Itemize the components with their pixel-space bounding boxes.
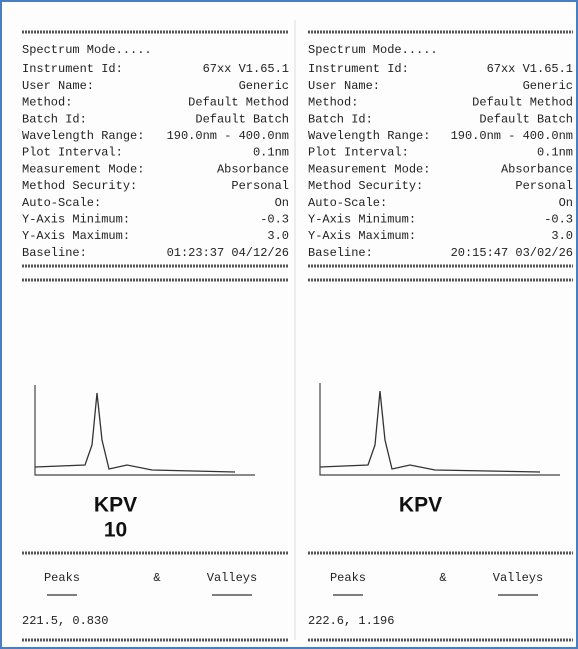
field-label: Plot Interval: xyxy=(22,146,123,160)
field-value: 0.1nm xyxy=(253,146,289,160)
field-value: 01:23:37 04/12/26 xyxy=(167,246,289,260)
sample-caption: 10 xyxy=(104,519,127,542)
field-label: Method Security: xyxy=(308,179,423,193)
field-value: 3.0 xyxy=(267,229,289,243)
peak-values: 221.5, 0.830 xyxy=(22,614,108,628)
field-value: 20:15:47 03/02/26 xyxy=(451,246,573,260)
sample-caption: KPV xyxy=(94,494,137,517)
peaks-header: & xyxy=(439,571,446,585)
field-value: -0.3 xyxy=(544,212,573,226)
field-value: On xyxy=(559,196,573,210)
field-label: Batch Id: xyxy=(22,112,87,126)
field-label: Method: xyxy=(22,96,72,110)
field-value: 190.0nm - 400.0nm xyxy=(451,129,573,143)
field-label: Wavelength Range: xyxy=(22,129,144,143)
field-value: Default Batch xyxy=(479,112,573,126)
field-label: Y-Axis Maximum: xyxy=(308,229,416,243)
peaks-header: Valleys xyxy=(207,571,257,585)
field-value: Generic xyxy=(523,79,573,93)
field-label: Instrument Id: xyxy=(308,62,409,76)
field-value: Generic xyxy=(239,79,289,93)
field-label: Plot Interval: xyxy=(308,146,409,160)
field-value: 67xx V1.65.1 xyxy=(487,62,573,76)
peak-values: 222.6, 1.196 xyxy=(308,614,394,628)
peaks-header: Peaks xyxy=(330,571,366,585)
field-label: Y-Axis Maximum: xyxy=(22,229,130,243)
field-value: Default Method xyxy=(472,96,573,110)
sample-caption: KPV xyxy=(399,494,442,517)
printout-scan: Spectrum Mode..... Instrument Id: 67xx V1.… xyxy=(0,0,578,649)
field-value: 190.0nm - 400.0nm xyxy=(167,129,289,143)
peaks-header: Peaks xyxy=(44,571,80,585)
mode-header: Spectrum Mode..... xyxy=(22,43,152,57)
field-label: Measurement Mode: xyxy=(308,162,430,176)
field-value: On xyxy=(275,196,289,210)
field-value: Default Batch xyxy=(195,112,289,126)
field-label: Baseline: xyxy=(22,246,87,260)
field-label: Y-Axis Minimum: xyxy=(22,212,130,226)
field-label: Measurement Mode: xyxy=(22,162,144,176)
field-value: 0.1nm xyxy=(537,146,573,160)
peaks-header: & xyxy=(153,571,160,585)
field-label: Auto-Scale: xyxy=(308,196,387,210)
field-value: -0.3 xyxy=(260,212,289,226)
field-value: Personal xyxy=(515,179,573,193)
field-value: 3.0 xyxy=(551,229,573,243)
field-label: Baseline: xyxy=(308,246,373,260)
field-value: Personal xyxy=(231,179,289,193)
field-label: Y-Axis Minimum: xyxy=(308,212,416,226)
field-value: Absorbance xyxy=(501,162,573,176)
field-label: Instrument Id: xyxy=(22,62,123,76)
field-value: Absorbance xyxy=(217,162,289,176)
field-label: Auto-Scale: xyxy=(22,196,101,210)
mode-header: Spectrum Mode..... xyxy=(308,43,438,57)
peaks-header: Valleys xyxy=(493,571,543,585)
field-label: Wavelength Range: xyxy=(308,129,430,143)
field-value: Default Method xyxy=(188,96,289,110)
field-label: Batch Id: xyxy=(308,112,373,126)
field-label: User Name: xyxy=(22,79,94,93)
field-label: Method: xyxy=(308,96,358,110)
field-label: Method Security: xyxy=(22,179,137,193)
field-label: User Name: xyxy=(308,79,380,93)
field-value: 67xx V1.65.1 xyxy=(203,62,289,76)
